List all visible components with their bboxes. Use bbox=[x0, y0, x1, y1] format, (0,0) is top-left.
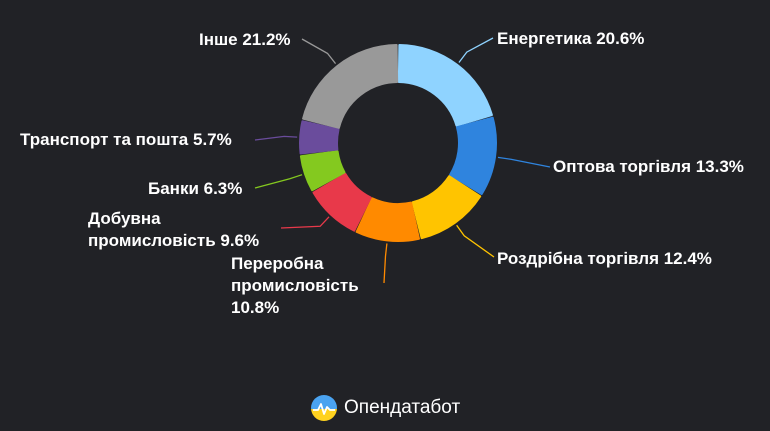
slice-other bbox=[302, 44, 399, 129]
opendatabot-logo-icon bbox=[311, 395, 337, 421]
brand-name: Опендатабот bbox=[344, 397, 461, 418]
slice-mining bbox=[312, 172, 372, 232]
slice-label-energy: Енергетика 20.6% bbox=[497, 29, 645, 48]
leader-line-wholesale bbox=[497, 156, 551, 168]
slice-processing bbox=[355, 197, 420, 242]
slice-label-mining: Добувна промисловість 9.6% bbox=[88, 209, 260, 250]
slice-label-transport: Транспорт та пошта 5.7% bbox=[20, 130, 232, 149]
slice-label-retail: Роздрібна торгівля 12.4% bbox=[497, 249, 712, 268]
slice-label-wholesale: Оптова торгівля 13.3% bbox=[553, 157, 744, 176]
slice-label-other: Інше 21.2% bbox=[199, 30, 291, 49]
leader-line-processing bbox=[383, 243, 388, 284]
slice-retail bbox=[411, 175, 482, 240]
slice-wholesale bbox=[449, 116, 497, 196]
slice-transport bbox=[299, 120, 340, 155]
leader-line-transport bbox=[254, 135, 298, 141]
leader-line-banks bbox=[254, 174, 303, 189]
leader-line-other bbox=[301, 38, 337, 65]
leader-line-energy bbox=[458, 37, 494, 63]
slice-label-processing: Переробна промисловість 10.8% bbox=[231, 254, 359, 317]
leader-line-mining bbox=[280, 216, 330, 229]
slice-energy bbox=[397, 44, 493, 127]
leader-line-retail bbox=[456, 224, 495, 258]
slice-banks bbox=[299, 150, 346, 192]
footer-brand: Опендатабот bbox=[311, 395, 460, 421]
slice-label-banks: Банки 6.3% bbox=[148, 179, 243, 198]
